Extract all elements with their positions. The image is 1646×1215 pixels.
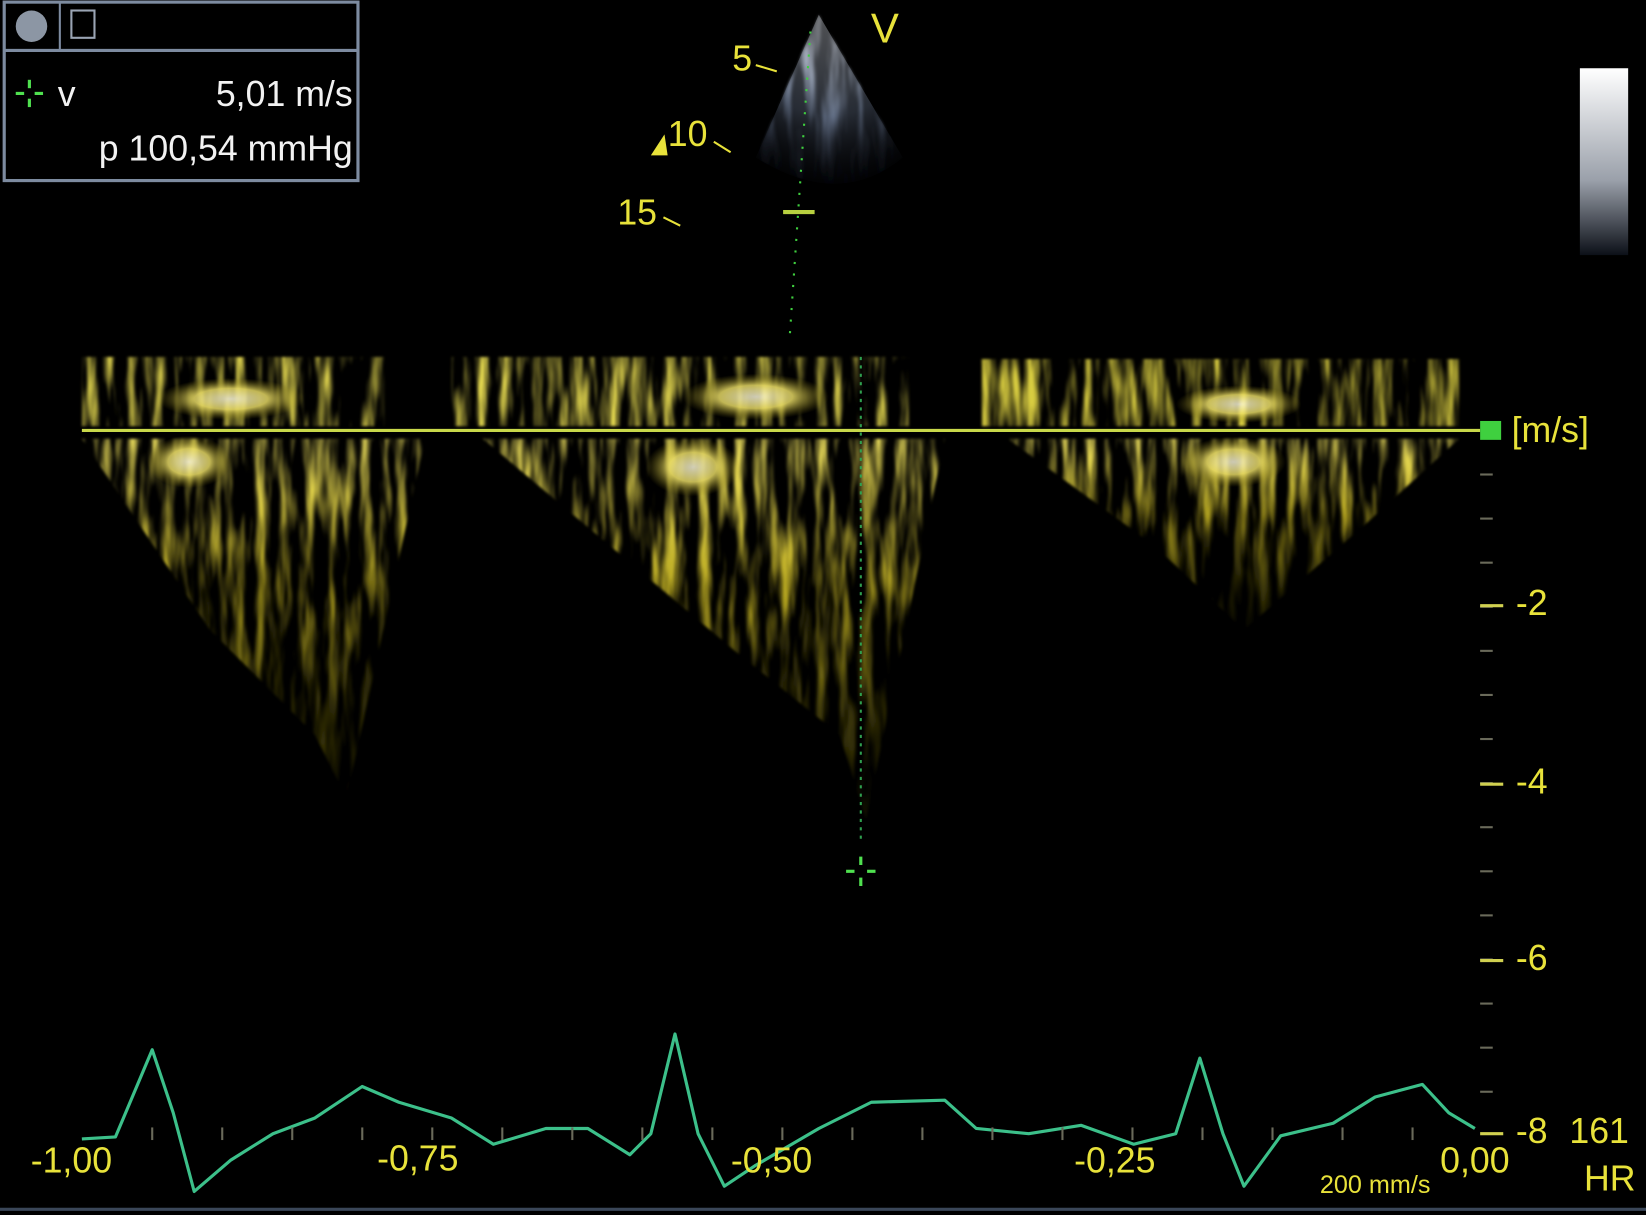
cursor-icon bbox=[15, 79, 44, 108]
report-icon[interactable] bbox=[70, 9, 96, 39]
time-ticks bbox=[151, 1127, 1414, 1141]
heart-rate-label: HR bbox=[1584, 1158, 1636, 1198]
time-tick-label: -0,50 bbox=[731, 1141, 812, 1181]
velocity-unit: [m/s] bbox=[1512, 410, 1589, 450]
time-axis: -1,00 -0,75 -0,50 -0,25 0,00 200 mm/s 16… bbox=[31, 1111, 1636, 1199]
depth-label: 10 bbox=[668, 114, 708, 154]
sector-label: V bbox=[871, 5, 899, 52]
velocity-tick-label: -4 bbox=[1516, 762, 1548, 802]
heart-rate: 161 bbox=[1569, 1111, 1629, 1151]
depth-label: 15 bbox=[617, 193, 657, 233]
velocity-tick-label: -8 bbox=[1516, 1111, 1548, 1151]
velocity-label: v bbox=[58, 74, 76, 114]
ecg-trace bbox=[81, 1032, 1476, 1194]
depth-label: 5 bbox=[732, 38, 752, 78]
grayscale-bar bbox=[1579, 68, 1629, 256]
velocity-tick-label: -2 bbox=[1516, 583, 1548, 623]
time-tick-label: 0,00 bbox=[1440, 1141, 1509, 1181]
time-tick-label: -0,75 bbox=[377, 1138, 458, 1178]
time-tick-label: -0,25 bbox=[1074, 1141, 1155, 1181]
cursor[interactable] bbox=[846, 856, 876, 886]
measurement-box: v 5,01 m/s p 100,54 mmHg bbox=[2, 0, 360, 183]
sweep-speed: 200 mm/s bbox=[1320, 1171, 1431, 1199]
sector-image: V 5 10 15 bbox=[617, 5, 903, 342]
velocity-scale: [m/s] -2 -4 -6 -8 bbox=[1480, 410, 1589, 1151]
velocity-tick-label: -6 bbox=[1516, 938, 1548, 978]
pressure-value: p 100,54 mmHg bbox=[99, 129, 353, 169]
doppler-spectrum bbox=[81, 356, 1481, 886]
velocity-value: 5,01 m/s bbox=[216, 74, 353, 114]
time-tick-label: -1,00 bbox=[31, 1141, 112, 1181]
record-icon[interactable] bbox=[15, 10, 48, 43]
